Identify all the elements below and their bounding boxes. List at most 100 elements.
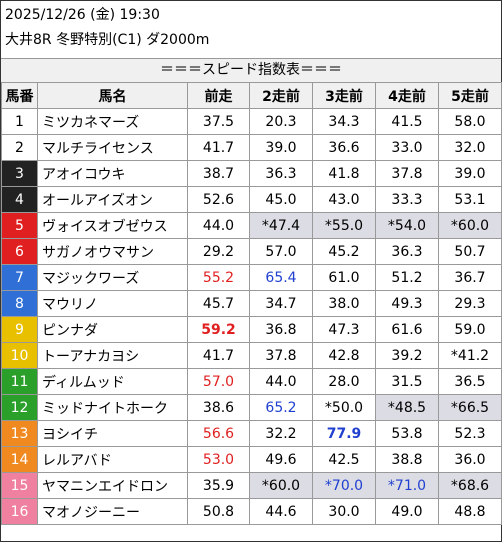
horse-name-cell: オールアイズオン xyxy=(37,186,188,213)
speed-index-cell: 58.0 xyxy=(438,108,502,135)
speed-index-cell: 52.3 xyxy=(438,420,502,447)
horse-name-cell: レルアバド xyxy=(37,446,188,473)
speed-index-cell: 34.3 xyxy=(312,108,376,135)
speed-index-cell: 53.0 xyxy=(187,446,250,473)
horse-number-cell: 14 xyxy=(1,446,38,473)
horse-number-cell: 4 xyxy=(1,186,38,213)
table-row: 11 ディルムッド 57.0 44.0 28.0 31.5 36.5 xyxy=(1,368,502,395)
speed-index-cell: 35.9 xyxy=(187,472,250,499)
table-row: 5 ヴォイスオブゼウス 44.0 *47.4 *55.0 *54.0 *60.0 xyxy=(1,212,502,239)
horse-name-cell: ミッドナイトホーク xyxy=(37,394,188,421)
speed-index-cell: 20.3 xyxy=(249,108,313,135)
speed-index-cell: *54.0 xyxy=(375,212,439,239)
speed-index-cell: 44.0 xyxy=(249,368,313,395)
speed-index-cell: 37.8 xyxy=(375,160,439,187)
horse-number-cell: 2 xyxy=(1,134,38,161)
horse-name-cell: ピンナダ xyxy=(37,316,188,343)
speed-index-cell: 32.0 xyxy=(438,134,502,161)
table-row: 13 ヨシイチ 56.6 32.2 77.9 53.8 52.3 xyxy=(1,420,502,447)
speed-index-cell: 38.6 xyxy=(187,394,250,421)
horse-number-cell: 7 xyxy=(1,264,38,291)
horse-name-cell: トーアナカヨシ xyxy=(37,342,188,369)
speed-index-cell: 61.6 xyxy=(375,316,439,343)
speed-index-cell: 36.3 xyxy=(375,238,439,265)
speed-index-cell: 37.5 xyxy=(187,108,250,135)
speed-index-cell: *55.0 xyxy=(312,212,376,239)
horse-number-cell: 3 xyxy=(1,160,38,187)
table-row: 8 マウリノ 45.7 34.7 38.0 49.3 29.3 xyxy=(1,290,502,317)
speed-index-cell: 59.0 xyxy=(438,316,502,343)
col-header-last-race: 前走 xyxy=(187,82,250,109)
speed-index-cell: 29.2 xyxy=(187,238,250,265)
speed-index-cell: 45.7 xyxy=(187,290,250,317)
horse-name-cell: ディルムッド xyxy=(37,368,188,395)
speed-index-cell: 38.0 xyxy=(312,290,376,317)
horse-name-cell: ヤマニンエイドロン xyxy=(37,472,188,499)
speed-index-cell: *41.2 xyxy=(438,342,502,369)
speed-index-cell: 33.0 xyxy=(375,134,439,161)
speed-index-cell: 38.8 xyxy=(375,446,439,473)
speed-index-cell: 42.8 xyxy=(312,342,376,369)
table-row: 1 ミツカネマーズ 37.5 20.3 34.3 41.5 58.0 xyxy=(1,108,502,135)
speed-index-cell: 52.6 xyxy=(187,186,250,213)
race-datetime: 2025/12/26 (金) 19:30 xyxy=(5,7,160,23)
col-header-horse-name: 馬名 xyxy=(37,82,188,109)
speed-index-cell: 47.3 xyxy=(312,316,376,343)
table-row: 14 レルアバド 53.0 49.6 42.5 38.8 36.0 xyxy=(1,446,502,473)
table-row: 10 トーアナカヨシ 41.7 37.8 42.8 39.2 *41.2 xyxy=(1,342,502,369)
table-row: 2 マルチライセンス 41.7 39.0 36.6 33.0 32.0 xyxy=(1,134,502,161)
table-row: 16 マオノジーニー 50.8 44.6 30.0 49.0 48.8 xyxy=(1,498,502,525)
speed-index-cell: 30.0 xyxy=(312,498,376,525)
speed-index-cell: 39.0 xyxy=(438,160,502,187)
speed-index-cell: 59.2 xyxy=(187,316,250,343)
table-header-row: 馬番 馬名 前走 2走前 3走前 4走前 5走前 xyxy=(1,82,502,109)
table-row: 9 ピンナダ 59.2 36.8 47.3 61.6 59.0 xyxy=(1,316,502,343)
horse-name-cell: ミツカネマーズ xyxy=(37,108,188,135)
speed-index-cell: 55.2 xyxy=(187,264,250,291)
speed-index-cell: 36.3 xyxy=(249,160,313,187)
horse-name-cell: アオイコウキ xyxy=(37,160,188,187)
horse-number-cell: 11 xyxy=(1,368,38,395)
col-header-4-races-ago: 4走前 xyxy=(375,82,439,109)
speed-index-cell: 41.7 xyxy=(187,342,250,369)
speed-index-cell: 37.8 xyxy=(249,342,313,369)
speed-index-cell: 36.7 xyxy=(438,264,502,291)
speed-index-cell: 36.8 xyxy=(249,316,313,343)
speed-index-cell: 53.8 xyxy=(375,420,439,447)
speed-index-cell: 38.7 xyxy=(187,160,250,187)
speed-index-cell: 56.6 xyxy=(187,420,250,447)
speed-index-cell: 34.7 xyxy=(249,290,313,317)
speed-index-cell: 48.8 xyxy=(438,498,502,525)
speed-index-cell: 65.2 xyxy=(249,394,313,421)
speed-index-cell: 42.5 xyxy=(312,446,376,473)
horse-number-cell: 13 xyxy=(1,420,38,447)
horse-number-cell: 1 xyxy=(1,108,38,135)
speed-index-cell: 53.1 xyxy=(438,186,502,213)
speed-index-cell: 39.0 xyxy=(249,134,313,161)
horse-number-cell: 8 xyxy=(1,290,38,317)
horse-name-cell: ヨシイチ xyxy=(37,420,188,447)
col-header-number: 馬番 xyxy=(1,82,38,109)
horse-name-cell: マジックワーズ xyxy=(37,264,188,291)
speed-index-cell: *66.5 xyxy=(438,394,502,421)
table-row: 7 マジックワーズ 55.2 65.4 61.0 51.2 36.7 xyxy=(1,264,502,291)
speed-index-cell: 36.0 xyxy=(438,446,502,473)
horse-number-cell: 12 xyxy=(1,394,38,421)
speed-index-cell: 45.2 xyxy=(312,238,376,265)
speed-index-cell: 41.8 xyxy=(312,160,376,187)
speed-index-cell: 31.5 xyxy=(375,368,439,395)
horse-number-cell: 9 xyxy=(1,316,38,343)
speed-index-cell: 49.6 xyxy=(249,446,313,473)
table-row: 6 サガノオウマサン 29.2 57.0 45.2 36.3 50.7 xyxy=(1,238,502,265)
speed-index-cell: *71.0 xyxy=(375,472,439,499)
speed-index-cell: 77.9 xyxy=(312,420,376,447)
horse-number-cell: 15 xyxy=(1,472,38,499)
speed-index-cell: 36.5 xyxy=(438,368,502,395)
speed-index-cell: *70.0 xyxy=(312,472,376,499)
horse-name-cell: マウリノ xyxy=(37,290,188,317)
table-row: 15 ヤマニンエイドロン 35.9 *60.0 *70.0 *71.0 *68.6 xyxy=(1,472,502,499)
col-header-5-races-ago: 5走前 xyxy=(438,82,502,109)
speed-index-cell: 39.2 xyxy=(375,342,439,369)
speed-index-cell: 50.7 xyxy=(438,238,502,265)
speed-index-cell: 51.2 xyxy=(375,264,439,291)
